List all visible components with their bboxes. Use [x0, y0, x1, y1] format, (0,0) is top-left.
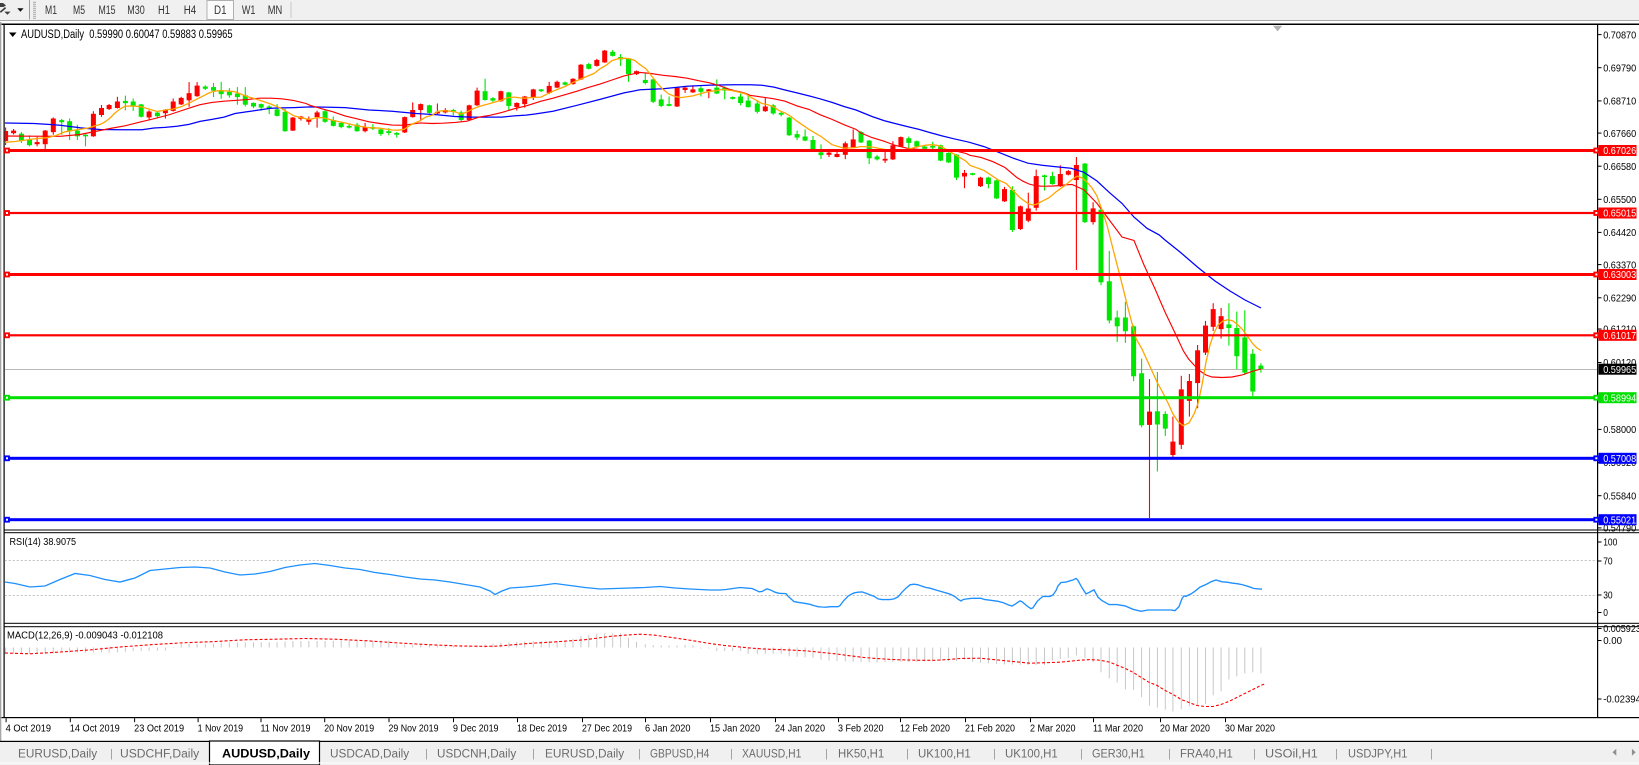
svg-text:|: |	[1253, 748, 1256, 760]
svg-text:|: |	[425, 748, 428, 760]
svg-text:15 Jan 2020: 15 Jan 2020	[710, 724, 760, 735]
svg-text:0.69790: 0.69790	[1603, 63, 1636, 74]
svg-text:HK50,H1: HK50,H1	[838, 749, 884, 761]
svg-text:0.63370: 0.63370	[1603, 260, 1636, 271]
svg-text:23 Oct 2019: 23 Oct 2019	[134, 724, 184, 735]
svg-text:0.55021: 0.55021	[1603, 515, 1636, 526]
svg-text:H4: H4	[184, 5, 197, 17]
svg-text:70: 70	[1603, 557, 1613, 568]
svg-text:|: |	[993, 748, 996, 760]
svg-text:30: 30	[1603, 591, 1613, 602]
svg-text:11 Mar 2020: 11 Mar 2020	[1093, 724, 1143, 735]
svg-text:18 Dec 2019: 18 Dec 2019	[517, 724, 567, 735]
svg-text:UK100,H1: UK100,H1	[918, 749, 971, 761]
svg-text:M1: M1	[45, 5, 57, 17]
svg-text:0.005923: 0.005923	[1603, 624, 1639, 635]
svg-text:0.65015: 0.65015	[1603, 209, 1636, 220]
svg-text:|: |	[825, 748, 828, 760]
svg-text:3 Feb 2020: 3 Feb 2020	[838, 724, 884, 735]
svg-text:1 Nov 2019: 1 Nov 2019	[198, 724, 244, 735]
svg-text:2 Mar 2020: 2 Mar 2020	[1030, 724, 1076, 735]
svg-text:11 Nov 2019: 11 Nov 2019	[261, 724, 311, 735]
svg-text:M30: M30	[127, 5, 145, 17]
svg-text:FRA40,H1: FRA40,H1	[1180, 749, 1233, 761]
svg-text:MN: MN	[268, 5, 283, 17]
svg-text:27 Dec 2019: 27 Dec 2019	[582, 724, 632, 735]
svg-text:0.64420: 0.64420	[1603, 228, 1636, 239]
svg-text:AUDUSD,Daily: AUDUSD,Daily	[222, 749, 311, 761]
svg-text:0.57008: 0.57008	[1603, 454, 1636, 465]
svg-text:|: |	[730, 748, 733, 760]
svg-text:|: |	[1080, 748, 1083, 760]
svg-text:29 Nov 2019: 29 Nov 2019	[389, 724, 439, 735]
svg-text:14 Oct 2019: 14 Oct 2019	[70, 724, 120, 735]
svg-text:H1: H1	[158, 5, 170, 17]
svg-text:0.61017: 0.61017	[1603, 331, 1636, 342]
svg-text:30 Mar 2020: 30 Mar 2020	[1225, 724, 1275, 735]
svg-text:MACD(12,26,9) -0.009043 -0.012: MACD(12,26,9) -0.009043 -0.012108	[7, 631, 163, 642]
svg-text:USDCNH,Daily: USDCNH,Daily	[437, 749, 516, 761]
svg-text:AUDUSD,Daily 0.59990 0.60047: AUDUSD,Daily 0.59990 0.60047 0.59883 0.5…	[21, 29, 233, 41]
svg-text:0.59965: 0.59965	[1603, 365, 1636, 376]
svg-text:|: |	[906, 748, 909, 760]
svg-text:W1: W1	[242, 5, 256, 17]
svg-text:0.54790: 0.54790	[1603, 524, 1636, 535]
svg-text:|: |	[110, 748, 113, 760]
svg-text:0.00: 0.00	[1603, 636, 1622, 647]
svg-text:0.63003: 0.63003	[1603, 270, 1636, 281]
svg-text:0.66580: 0.66580	[1603, 162, 1636, 173]
svg-text:M15: M15	[99, 5, 116, 17]
svg-text:XAUUSD,H1: XAUUSD,H1	[742, 749, 801, 761]
svg-text:USDCAD,Daily: USDCAD,Daily	[330, 749, 409, 761]
svg-text:0.58000: 0.58000	[1603, 425, 1636, 436]
svg-text:0.68710: 0.68710	[1603, 97, 1636, 108]
svg-text:USOil,H1: USOil,H1	[1265, 749, 1318, 761]
svg-text:0.62290: 0.62290	[1603, 294, 1636, 305]
svg-text:M5: M5	[73, 5, 85, 17]
svg-text:0.65500: 0.65500	[1603, 195, 1636, 206]
svg-text:20 Nov 2019: 20 Nov 2019	[324, 724, 374, 735]
svg-text:6 Jan 2020: 6 Jan 2020	[645, 724, 691, 735]
svg-text:0.58994: 0.58994	[1603, 393, 1636, 404]
svg-text:0.67026: 0.67026	[1603, 146, 1636, 157]
svg-text:9 Dec 2019: 9 Dec 2019	[453, 724, 499, 735]
svg-text:20 Mar 2020: 20 Mar 2020	[1160, 724, 1210, 735]
svg-text:|: |	[638, 748, 641, 760]
svg-text:USDCHF,Daily: USDCHF,Daily	[120, 749, 199, 761]
svg-text:-0.02394: -0.02394	[1603, 695, 1639, 706]
svg-text:|: |	[1168, 748, 1171, 760]
svg-text:0: 0	[1603, 608, 1608, 619]
svg-text:0.67660: 0.67660	[1603, 129, 1636, 140]
svg-text:100: 100	[1603, 538, 1617, 549]
svg-text:12 Feb 2020: 12 Feb 2020	[900, 724, 950, 735]
svg-text:21 Feb 2020: 21 Feb 2020	[965, 724, 1015, 735]
svg-text:GER30,H1: GER30,H1	[1092, 749, 1145, 761]
svg-text:|: |	[532, 748, 535, 760]
svg-text:USDJPY,H1: USDJPY,H1	[1348, 749, 1407, 761]
svg-text:0.70870: 0.70870	[1603, 30, 1636, 41]
svg-text:RSI(14) 38.9075: RSI(14) 38.9075	[10, 537, 77, 548]
svg-text:EURUSD,Daily: EURUSD,Daily	[545, 749, 624, 761]
svg-text:UK100,H1: UK100,H1	[1005, 749, 1058, 761]
svg-text:4 Oct 2019: 4 Oct 2019	[6, 724, 52, 735]
svg-text:EURUSD,Daily: EURUSD,Daily	[18, 749, 97, 761]
svg-text:|: |	[1430, 748, 1433, 760]
svg-text:0.55840: 0.55840	[1603, 491, 1636, 502]
svg-text:GBPUSD,H4: GBPUSD,H4	[650, 749, 710, 761]
svg-text:D1: D1	[214, 5, 227, 17]
svg-text:24 Jan 2020: 24 Jan 2020	[775, 724, 825, 735]
svg-text:|: |	[1335, 748, 1338, 760]
